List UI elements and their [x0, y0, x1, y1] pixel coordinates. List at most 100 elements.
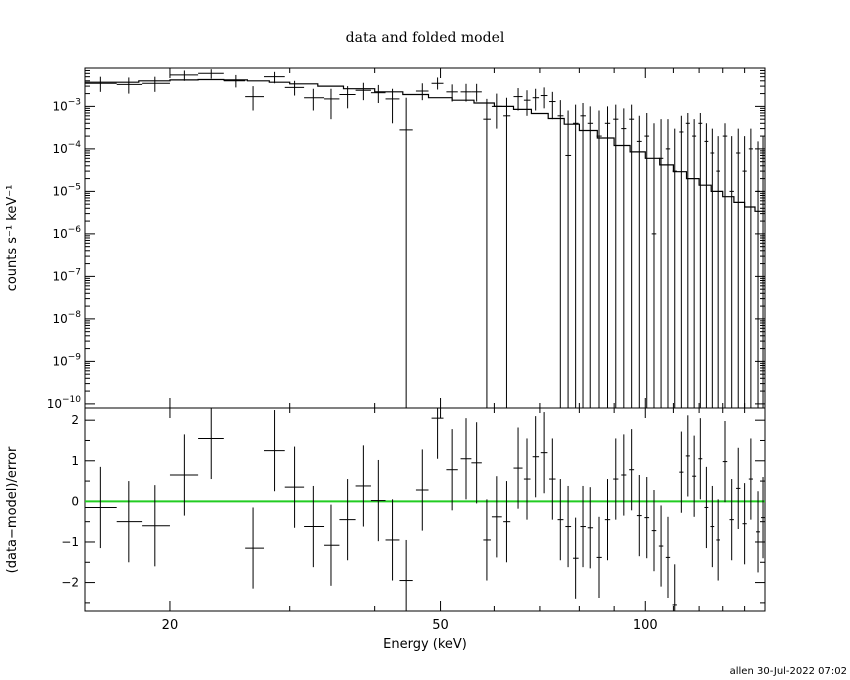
residual-y-tick-label: 0: [71, 494, 79, 508]
residual-point: [722, 420, 728, 503]
y-tick-label: 10−3: [52, 97, 81, 113]
data-point: [665, 119, 671, 408]
data-point: [685, 112, 690, 408]
residual-point: [565, 485, 572, 568]
y-tick-exponent: −9: [68, 352, 82, 362]
data-point: [565, 110, 572, 408]
data-point: [223, 74, 246, 88]
y-tick-mantissa: 10: [52, 227, 67, 241]
residual-point: [324, 504, 340, 586]
data-point: [142, 76, 170, 92]
residual-point: [532, 416, 540, 498]
residual-point: [658, 505, 664, 587]
spectrum-ticks: 10−310−410−510−610−710−810−910−10: [47, 67, 766, 411]
data-point: [748, 128, 753, 408]
x-axis-label: Energy (keV): [383, 637, 467, 652]
residual-point: [596, 516, 602, 599]
residual-point: [385, 499, 400, 581]
residual-point: [198, 408, 224, 480]
data-point: [116, 77, 143, 94]
residual-point: [549, 438, 556, 520]
y-tick-label: 10−4: [52, 140, 81, 156]
residual-point: [116, 481, 143, 563]
data-point: [651, 123, 657, 408]
y-tick-label: 10−7: [52, 267, 81, 283]
y-tick-exponent: −5: [68, 182, 81, 192]
data-point: [503, 97, 511, 408]
residual-point: [729, 479, 734, 561]
residual-point: [710, 485, 715, 568]
residual-point: [636, 474, 642, 557]
data-point: [736, 128, 741, 408]
data-point: [658, 119, 664, 408]
residual-point: [748, 438, 753, 520]
residual-point: [446, 429, 458, 511]
y-tick-exponent: −10: [62, 395, 81, 405]
residual-y-tick-label: −1: [61, 535, 79, 549]
y-tick-label: 10−9: [52, 352, 81, 368]
data-point: [415, 83, 429, 101]
residual-point: [169, 434, 199, 516]
residual-point: [460, 418, 472, 500]
residual-point: [523, 438, 531, 520]
residual-point: [672, 564, 677, 611]
data-point: [431, 77, 444, 90]
data-point: [513, 88, 523, 111]
data-point: [573, 104, 579, 408]
residual-ticks: 20 50 100 −2 −1 0 1 2: [61, 408, 766, 633]
data-point: [596, 110, 602, 408]
residual-point: [580, 485, 586, 568]
data-point: [355, 82, 371, 101]
y-tick-mantissa: 10: [52, 142, 67, 156]
residual-point: [665, 516, 671, 599]
residual-point: [355, 445, 371, 527]
y-tick-mantissa: 10: [52, 354, 67, 368]
data-point: [613, 104, 619, 408]
data-point: [672, 128, 677, 408]
data-point: [629, 104, 635, 408]
y-tick-label: 10−6: [52, 225, 81, 241]
data-point: [710, 128, 715, 408]
data-point: [756, 141, 761, 408]
x-tick-label: 100: [633, 618, 658, 633]
data-point: [621, 108, 627, 408]
data-point: [557, 100, 564, 408]
residual-point: [604, 479, 611, 561]
residual-point: [471, 422, 482, 504]
residual-point: [304, 485, 325, 568]
data-point: [704, 123, 709, 408]
data-point: [370, 84, 386, 104]
residual-point: [540, 412, 548, 494]
data-point: [729, 136, 734, 408]
data-point: [523, 90, 531, 116]
residual-point: [587, 487, 594, 569]
y-tick-label: 10−8: [52, 310, 81, 326]
residual-y-axis-label: (data−model)/error: [5, 446, 20, 573]
data-point: [324, 88, 340, 120]
residual-point: [339, 479, 356, 561]
data-point: [491, 93, 502, 129]
residual-point: [431, 408, 444, 459]
data-point: [471, 83, 482, 102]
data-point: [169, 70, 199, 81]
data-point: [304, 88, 325, 111]
residual-point: [557, 479, 564, 561]
data-point: [549, 91, 556, 120]
data-point: [587, 106, 594, 408]
y-tick-mantissa: 10: [52, 312, 67, 326]
y-tick-exponent: −3: [68, 97, 81, 107]
residual-y-tick-label: 2: [71, 413, 79, 427]
data-point: [339, 86, 356, 109]
residual-point: [370, 459, 386, 542]
residual-point: [644, 477, 650, 559]
y-tick-mantissa: 10: [52, 269, 67, 283]
residual-point: [742, 483, 747, 565]
data-point: [722, 123, 728, 408]
residual-point: [491, 476, 502, 558]
residual-point: [264, 410, 285, 492]
data-point: [692, 119, 697, 408]
y-tick-mantissa: 10: [52, 99, 67, 113]
data-point: [399, 97, 413, 408]
data-point: [679, 115, 684, 408]
chart-title: data and folded model: [346, 30, 505, 46]
